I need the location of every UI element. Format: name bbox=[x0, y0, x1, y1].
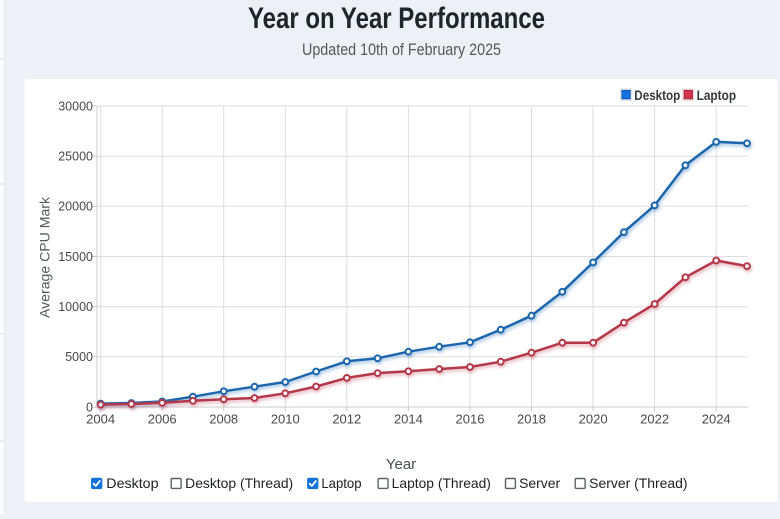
svg-text:2020: 2020 bbox=[579, 412, 608, 427]
svg-text:Year on Year Performance: Year on Year Performance bbox=[248, 2, 545, 35]
svg-text:2008: 2008 bbox=[209, 412, 238, 427]
svg-text:10000: 10000 bbox=[58, 300, 93, 314]
svg-text:Desktop (Thread): Desktop (Thread) bbox=[185, 476, 293, 491]
svg-text:2012: 2012 bbox=[332, 412, 361, 427]
svg-text:0: 0 bbox=[86, 400, 93, 414]
svg-text:Desktop: Desktop bbox=[106, 476, 159, 491]
svg-text:15000: 15000 bbox=[58, 250, 93, 264]
svg-text:2006: 2006 bbox=[148, 412, 177, 427]
svg-text:Laptop (Thread): Laptop (Thread) bbox=[392, 476, 491, 491]
svg-text:30000: 30000 bbox=[58, 99, 93, 113]
svg-text:2018: 2018 bbox=[517, 412, 546, 427]
svg-text:2016: 2016 bbox=[456, 412, 485, 427]
svg-text:Updated 10th of February 2025: Updated 10th of February 2025 bbox=[302, 41, 501, 59]
svg-text:Desktop: Desktop bbox=[634, 88, 680, 103]
svg-text:Average CPU Mark: Average CPU Mark bbox=[37, 196, 53, 318]
svg-text:2014: 2014 bbox=[394, 412, 423, 427]
svg-text:5000: 5000 bbox=[65, 350, 93, 364]
svg-text:Server: Server bbox=[519, 476, 561, 491]
svg-text:Laptop: Laptop bbox=[321, 476, 361, 491]
svg-text:2022: 2022 bbox=[640, 412, 669, 427]
svg-text:2010: 2010 bbox=[271, 412, 300, 427]
svg-text:Server (Thread): Server (Thread) bbox=[589, 476, 687, 491]
svg-text:Year: Year bbox=[386, 456, 416, 473]
svg-text:2004: 2004 bbox=[86, 412, 115, 427]
svg-text:25000: 25000 bbox=[58, 150, 93, 164]
svg-text:2024: 2024 bbox=[702, 412, 731, 427]
svg-text:Laptop: Laptop bbox=[697, 88, 737, 103]
svg-text:20000: 20000 bbox=[58, 200, 93, 214]
